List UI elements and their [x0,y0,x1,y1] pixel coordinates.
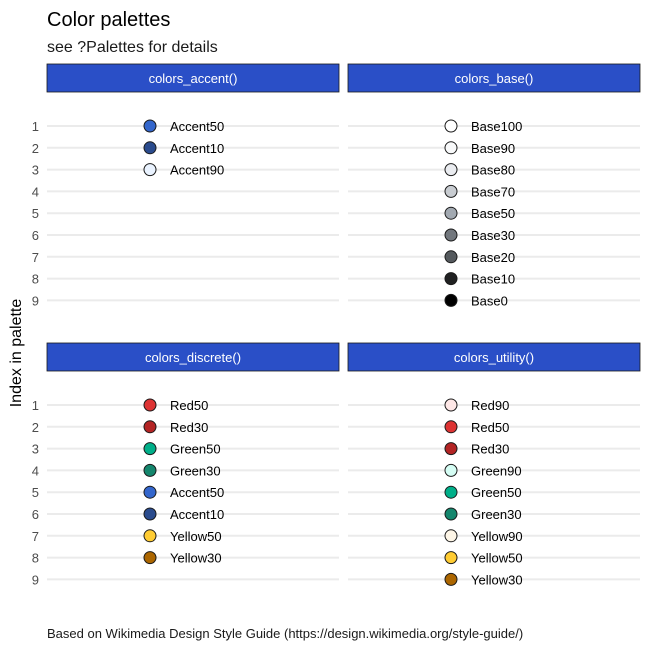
color-label: Base10 [471,272,515,287]
color-label: Green50 [170,442,221,457]
color-swatch-point [444,206,458,220]
color-label: Accent50 [170,485,224,500]
color-swatch-point [444,163,458,177]
color-swatch-point [143,420,157,434]
y-tick-label: 1 [32,398,39,413]
color-swatch-point [444,293,458,307]
color-label: Green90 [471,463,522,478]
y-tick-label: 7 [32,529,39,544]
color-swatch-point [444,507,458,521]
color-label: Yellow50 [170,529,222,544]
chart-subtitle: see ?Palettes for details [47,39,218,56]
color-swatch-point [444,141,458,155]
color-swatch-point [444,398,458,412]
color-label: Yellow90 [471,529,523,544]
color-label: Yellow50 [471,551,523,566]
y-tick-label: 6 [32,228,39,243]
y-tick-label: 9 [32,572,39,587]
facet-strip [46,342,340,372]
facet-strip [347,342,641,372]
y-tick-label: 6 [32,507,39,522]
y-tick-label: 8 [32,551,39,566]
facet-strip-label: colors_base() [455,71,534,86]
y-tick-label: 8 [32,272,39,287]
color-swatch-point [143,119,157,133]
color-label: Base30 [471,228,515,243]
color-swatch-point [143,463,157,477]
color-swatch-point [143,442,157,456]
y-tick-label: 9 [32,293,39,308]
facet-strip [46,63,340,93]
color-swatch-point [444,228,458,242]
y-tick-label: 3 [32,163,39,178]
facet-strip-label: colors_discrete() [145,350,241,365]
facet-strip-label: colors_accent() [149,71,238,86]
facet-colors-base: colors_base() Base100 Base90 Base80 Base70 Ba… [347,63,641,308]
color-swatch-point [444,551,458,565]
color-label: Green30 [471,507,522,522]
color-swatch-point [143,485,157,499]
facet-colors-utility: colors_utility() Red90 Red50 Red30 Green90 Gr… [347,342,641,587]
color-label: Base80 [471,163,515,178]
color-swatch-point [444,485,458,499]
color-label: Green50 [471,485,522,500]
y-tick-label: 1 [32,119,39,134]
facet-colors-accent: colors_accent() 1 2 3 4 5 6 7 8 9 Accent50 Accent10… [32,63,340,308]
color-swatch-point [444,272,458,286]
color-label: Accent90 [170,163,224,178]
color-label: Red50 [170,398,208,413]
y-tick-label: 2 [32,141,39,156]
color-label: Base20 [471,250,515,265]
color-swatch-point [444,250,458,264]
color-label: Red30 [471,442,509,457]
color-label: Base100 [471,119,522,134]
color-swatch-point [444,442,458,456]
color-swatch-point [143,141,157,155]
color-swatch-point [444,529,458,543]
color-swatch-point [143,163,157,177]
y-tick-label: 3 [32,442,39,457]
y-axis-title: Index in palette [8,299,25,408]
color-label: Accent10 [170,507,224,522]
color-swatch-point [143,529,157,543]
color-label: Base0 [471,293,508,308]
y-tick-label: 2 [32,420,39,435]
color-label: Base70 [471,184,515,199]
color-label: Base50 [471,206,515,221]
color-label: Yellow30 [170,551,222,566]
y-tick-label: 4 [32,463,39,478]
color-swatch-point [143,551,157,565]
color-label: Red90 [471,398,509,413]
color-swatch-point [444,184,458,198]
color-swatch-point [444,119,458,133]
facet-strip-label: colors_utility() [454,350,534,365]
color-swatch-point [143,507,157,521]
color-swatch-point [444,572,458,586]
chart-title: Color palettes [47,9,170,31]
color-label: Base90 [471,141,515,156]
y-tick-label: 5 [32,206,39,221]
facet-strip [347,63,641,93]
facet-panels: colors_accent() 1 2 3 4 5 6 7 8 9 Accent50 Accent10… [32,63,641,587]
facet-colors-discrete: colors_discrete() 1 2 3 4 5 6 7 8 9 Red50 Red30 Gree… [32,342,340,587]
y-tick-label: 4 [32,184,39,199]
color-label: Yellow30 [471,572,523,587]
color-label: Accent50 [170,119,224,134]
color-label: Green30 [170,463,221,478]
color-label: Red50 [471,420,509,435]
color-swatch-point [143,398,157,412]
color-label: Accent10 [170,141,224,156]
color-swatch-point [444,420,458,434]
y-tick-label: 7 [32,250,39,265]
color-label: Red30 [170,420,208,435]
y-tick-label: 5 [32,485,39,500]
chart-caption: Based on Wikimedia Design Style Guide (h… [47,626,523,641]
color-swatch-point [444,463,458,477]
